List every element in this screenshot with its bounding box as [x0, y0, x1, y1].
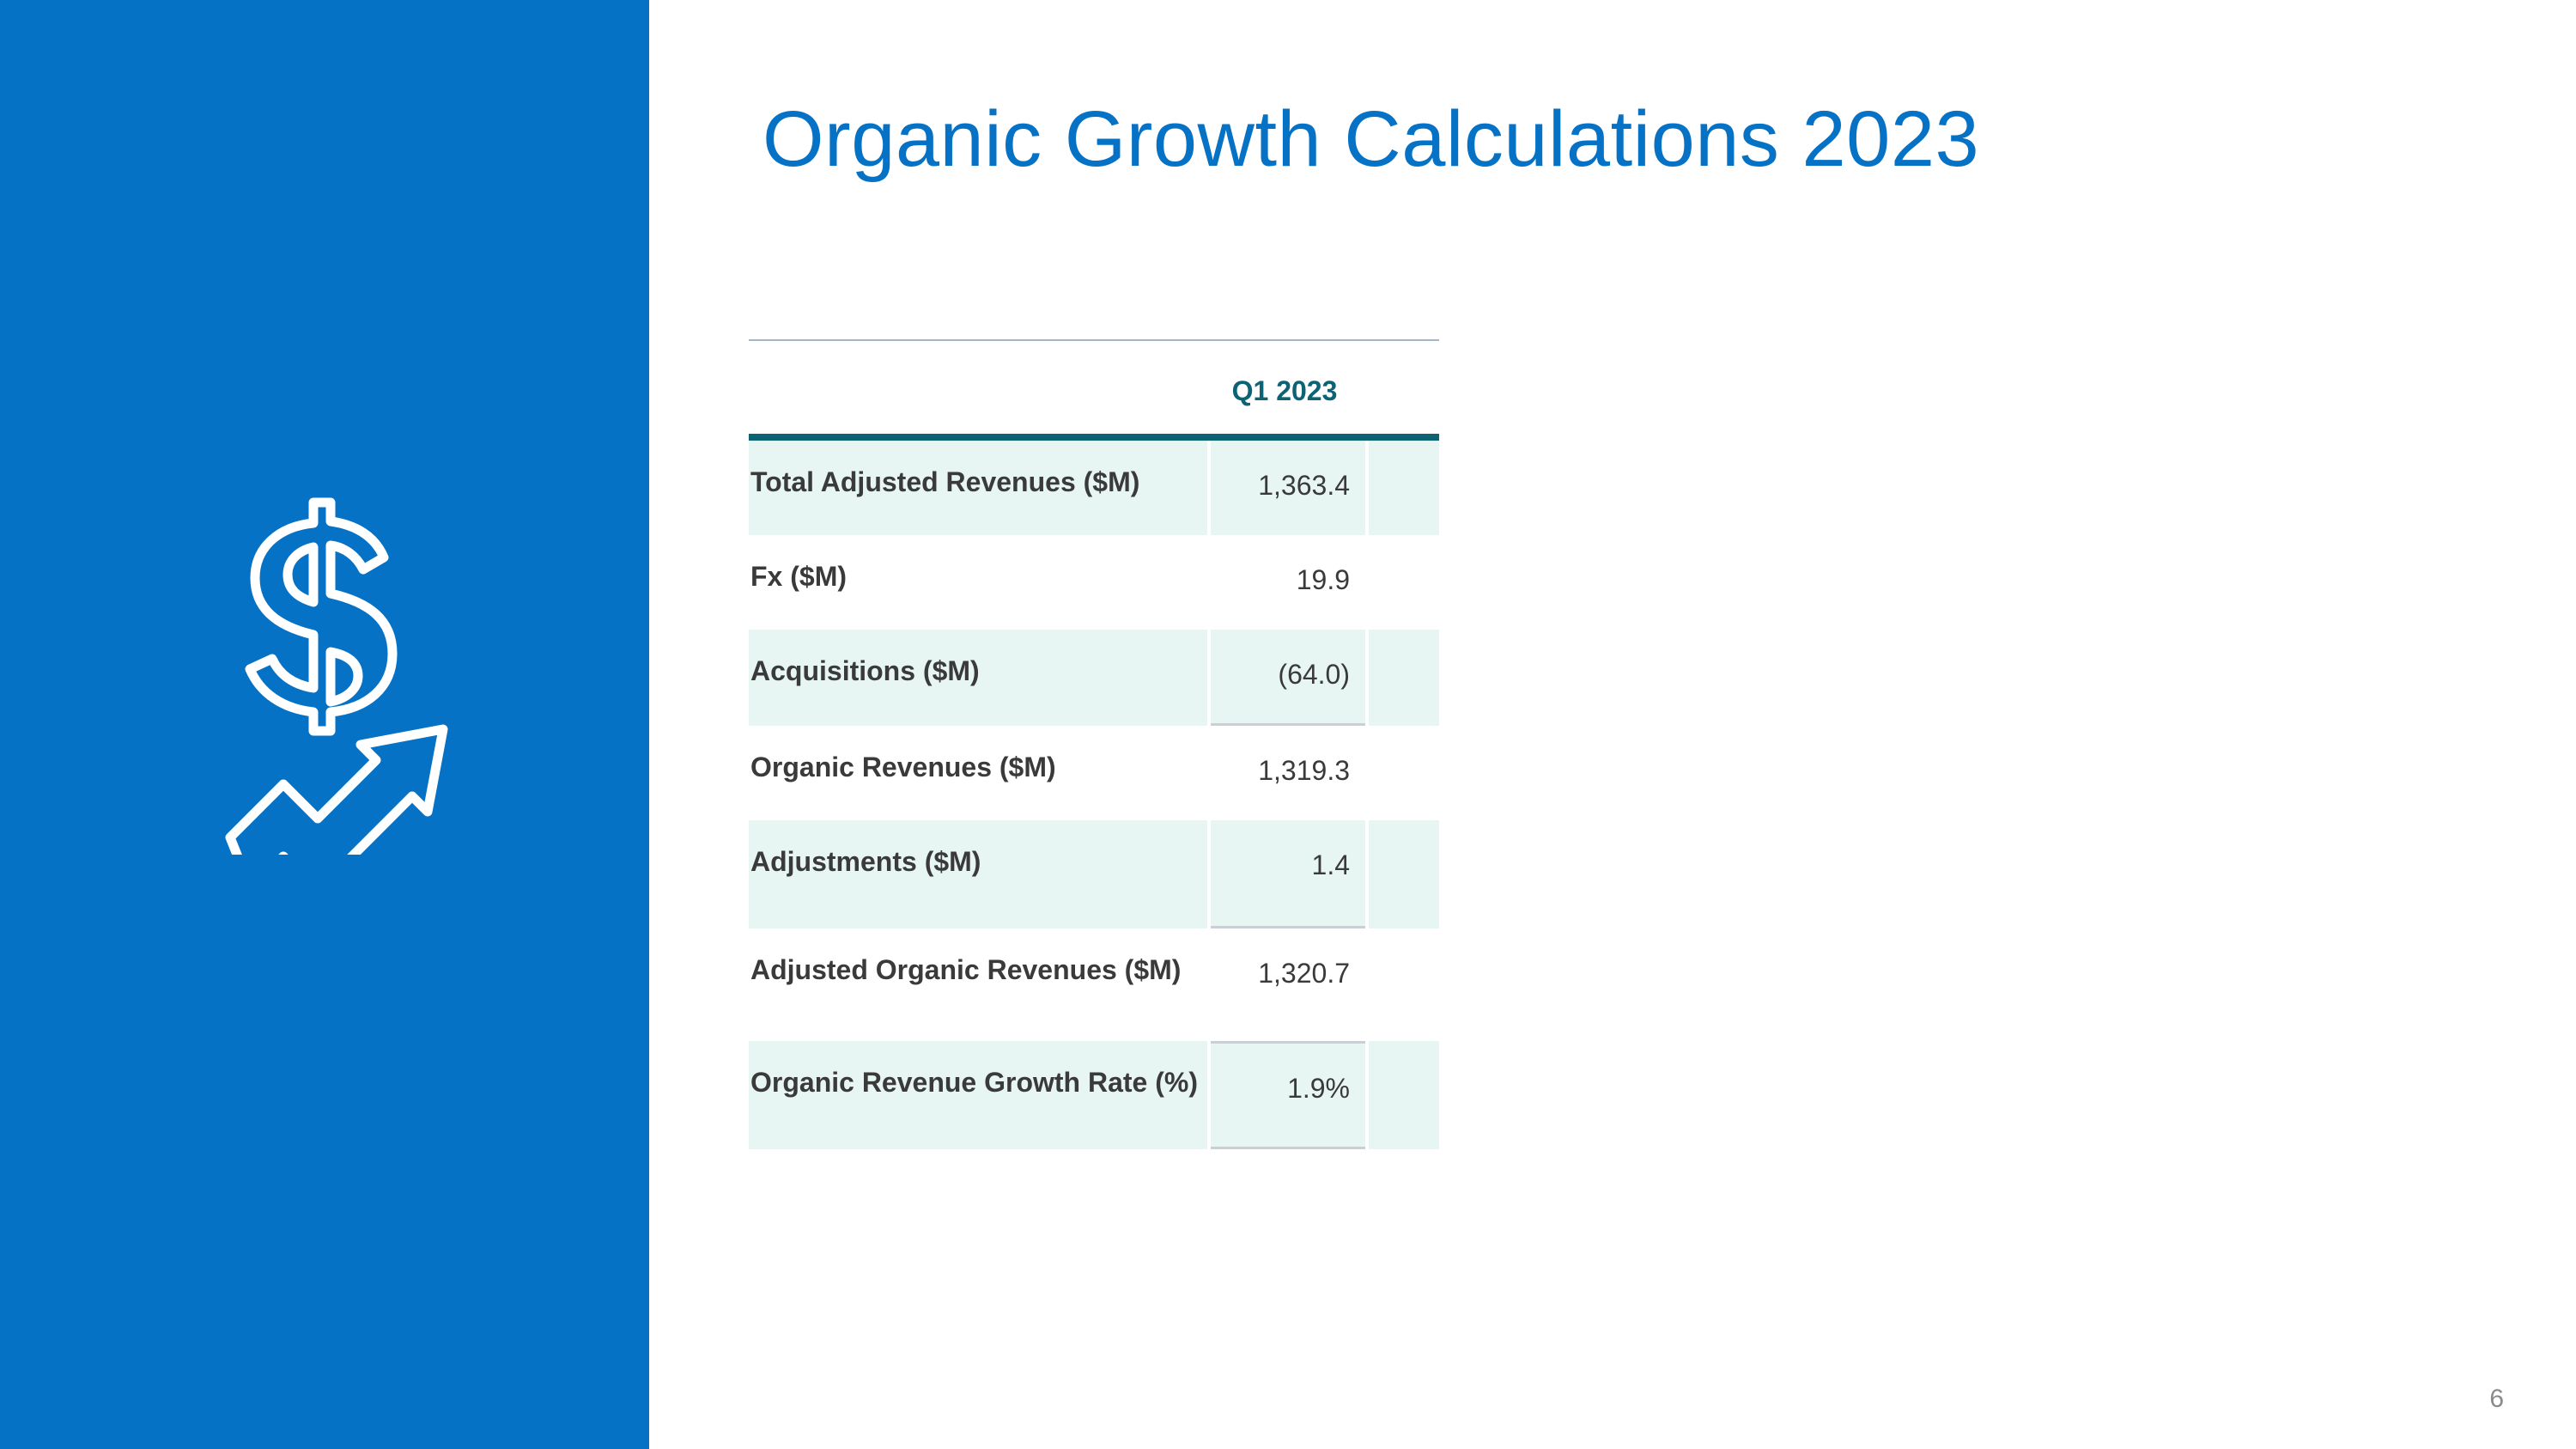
row-value: 1.9%	[1211, 1041, 1365, 1149]
row-pad	[1369, 820, 1439, 928]
table-row: Fx ($M) 19.9	[749, 535, 1439, 630]
row-pad	[1369, 441, 1439, 535]
row-pad	[1369, 928, 1439, 1038]
row-value: 1.4	[1211, 820, 1365, 928]
row-label: Adjustments ($M)	[749, 820, 1207, 928]
row-pad	[1369, 726, 1439, 820]
table-row: Adjusted Organic Revenues ($M) 1,320.7	[749, 928, 1439, 1038]
table-row: Acquisitions ($M) (64.0)	[749, 630, 1439, 726]
row-label: Adjusted Organic Revenues ($M)	[750, 954, 1182, 985]
row-pad	[1369, 630, 1439, 726]
row-label: Organic Revenue Growth Rate (%)	[749, 1041, 1207, 1149]
organic-growth-table: Q1 2023 Total Adjusted Revenues ($M) 1,3…	[749, 339, 1439, 1149]
row-pad	[1369, 535, 1439, 630]
row-value: 19.9	[1296, 564, 1350, 595]
row-label: Acquisitions ($M)	[749, 630, 1207, 726]
table-row: Organic Revenue Growth Rate (%) 1.9%	[749, 1038, 1439, 1149]
table-row: Adjustments ($M) 1.4	[749, 820, 1439, 928]
page-title: Organic Growth Calculations 2023	[762, 95, 1980, 183]
row-value: (64.0)	[1211, 630, 1365, 726]
dollar-growth-arrow-icon	[225, 497, 448, 855]
table-row: Organic Revenues ($M) 1,319.3	[749, 726, 1439, 820]
page-number: 6	[2489, 1385, 2504, 1413]
row-label: Organic Revenues ($M)	[750, 752, 1056, 782]
row-value: 1,363.4	[1211, 441, 1365, 535]
sidebar-panel	[0, 0, 649, 1449]
column-header-q1-2023: Q1 2023	[1231, 375, 1338, 406]
table-row: Total Adjusted Revenues ($M) 1,363.4	[749, 441, 1439, 535]
row-label: Total Adjusted Revenues ($M)	[749, 441, 1207, 535]
row-pad	[1369, 1041, 1439, 1149]
row-label: Fx ($M)	[750, 561, 847, 592]
row-value: 1,319.3	[1258, 755, 1350, 786]
table-header: Q1 2023	[749, 341, 1439, 441]
row-value: 1,320.7	[1258, 958, 1350, 989]
